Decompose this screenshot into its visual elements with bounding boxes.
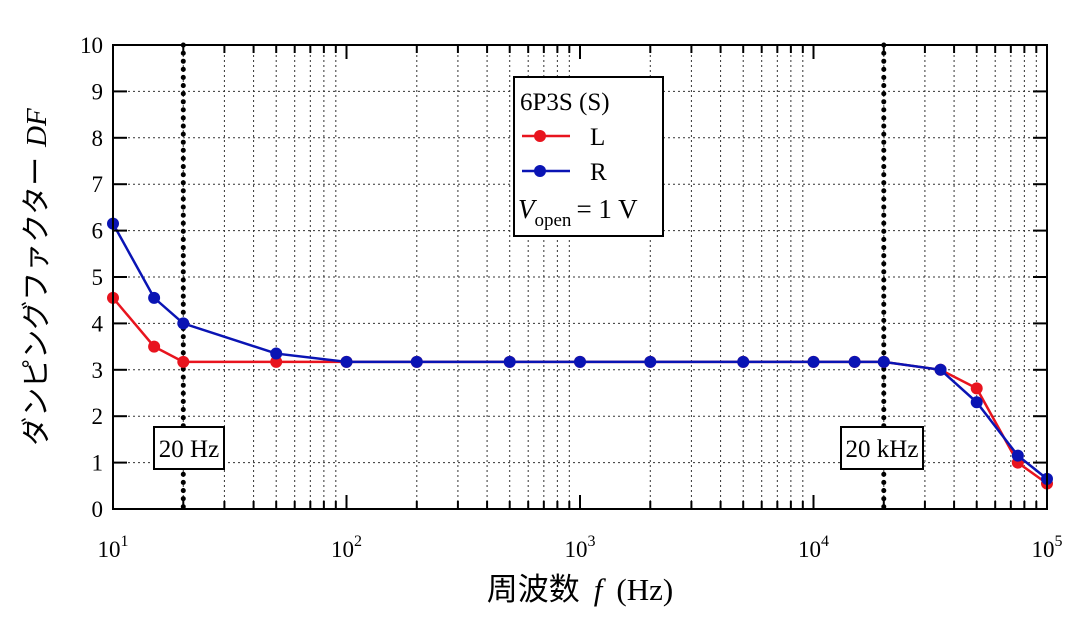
legend-condition: Vopen = 1 V	[518, 194, 638, 231]
legend-label-L: L	[590, 124, 605, 151]
y-tick-label: 8	[92, 126, 104, 151]
legend: 6P3S (S) LR Vopen = 1 V	[513, 76, 664, 237]
annotation-labels: 20 Hz 20 kHz	[153, 426, 924, 470]
data-point-R	[970, 396, 983, 409]
y-tick-label: 6	[92, 219, 104, 244]
data-point-R	[737, 355, 750, 368]
data-point-L	[970, 382, 983, 395]
series-group	[107, 217, 1053, 490]
x-tick-label: 101	[98, 533, 129, 562]
legend-marker-L	[534, 130, 546, 142]
data-point-R	[410, 355, 423, 368]
x-tick-label: 102	[331, 533, 362, 562]
data-point-R	[503, 355, 516, 368]
legend-marker-R	[534, 165, 546, 177]
data-point-L	[177, 355, 190, 368]
data-point-R	[644, 355, 657, 368]
data-point-L	[148, 340, 161, 353]
grid	[113, 45, 1047, 509]
annotation-box	[153, 426, 225, 470]
data-point-R	[1011, 449, 1024, 462]
data-point-R	[877, 355, 890, 368]
data-point-R	[574, 355, 586, 368]
y-tick-label: 3	[92, 358, 104, 383]
data-point-L	[270, 355, 283, 368]
data-point-R	[848, 355, 861, 368]
data-point-R	[177, 317, 190, 330]
axis-ticks: 0 1 2 3 4 5 6 7 8 9 10 101 102 103 104 105	[80, 33, 1063, 562]
x-tick-label: 105	[1032, 533, 1063, 562]
legend-label-R: R	[590, 159, 607, 186]
y-tick-label: 4	[92, 311, 104, 336]
x-axis-label: 周波数 f (Hz)	[487, 572, 673, 607]
y-tick-label: 2	[92, 404, 104, 429]
annotation-box	[840, 426, 924, 470]
y-tick-label: 1	[92, 451, 104, 476]
annotation-label: 20 kHz	[846, 436, 919, 463]
data-point-R	[270, 347, 283, 360]
x-tick-label: 104	[798, 533, 829, 562]
y-axis-label: ダンピングファクターDF	[20, 108, 53, 446]
y-tick-label: 5	[92, 265, 104, 290]
y-tick-label: 10	[80, 33, 103, 58]
data-point-R	[934, 363, 947, 376]
data-point-R	[807, 355, 820, 368]
legend-title: 6P3S (S)	[520, 89, 610, 116]
annotation-label: 20 Hz	[159, 436, 219, 463]
y-tick-label: 0	[92, 497, 104, 522]
y-tick-label: 7	[92, 172, 104, 197]
data-point-R	[148, 291, 161, 304]
y-tick-label: 9	[92, 79, 104, 104]
x-tick-label: 103	[565, 533, 596, 562]
legend-box	[513, 76, 664, 237]
data-point-R	[340, 355, 353, 368]
